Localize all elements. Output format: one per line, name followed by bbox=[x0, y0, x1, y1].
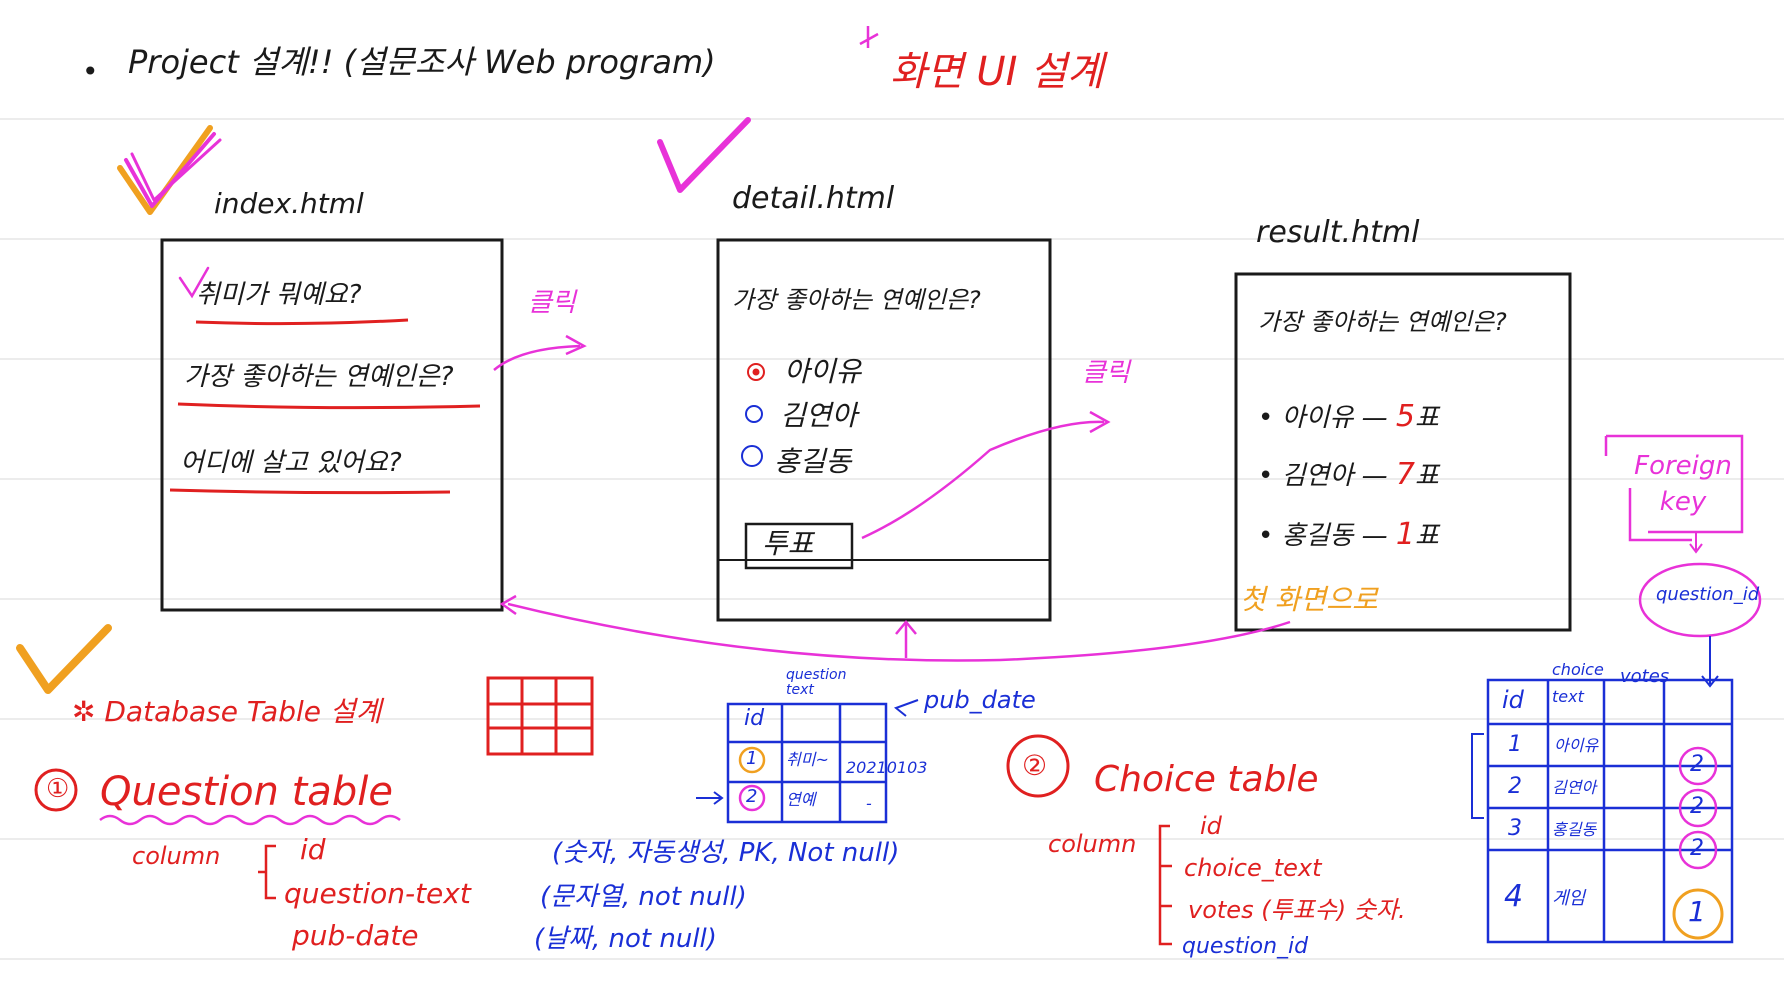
result-name: 아이유 bbox=[1281, 403, 1354, 433]
qsketch-header-date: pub_date bbox=[924, 686, 1036, 714]
choice-table-title: Choice table bbox=[1094, 759, 1319, 800]
result-dash: — bbox=[1361, 403, 1388, 433]
radio-empty-icon bbox=[745, 405, 763, 423]
check-icon-index-item bbox=[178, 266, 210, 299]
result-dash: — bbox=[1361, 521, 1388, 551]
question-table-number: ① bbox=[46, 774, 70, 804]
result-count: 7 bbox=[1395, 457, 1415, 492]
header-bullet: • bbox=[82, 55, 99, 88]
csketch-row4-qid: 1 bbox=[1688, 895, 1706, 928]
result-count: 5 bbox=[1395, 399, 1415, 434]
qsketch-row1-date: 20210103 bbox=[846, 758, 928, 777]
index-screen-frame bbox=[160, 238, 504, 612]
qsketch-row1-id: 1 bbox=[746, 748, 758, 769]
result-count: 1 bbox=[1395, 517, 1415, 552]
index-click-label: 클릭 bbox=[528, 288, 576, 318]
foreign-key-label: Foreign key bbox=[1634, 451, 1732, 518]
ccol-id: id bbox=[1200, 812, 1222, 840]
check-icon-database bbox=[16, 624, 112, 694]
index-item-residence[interactable]: 어디에 살고 있어요? bbox=[180, 448, 402, 478]
back-to-first-link[interactable]: 첫 화면으로 bbox=[1240, 583, 1378, 616]
qsketch-row2-text: 연예 bbox=[786, 790, 816, 809]
detail-question: 가장 좋아하는 연예인은? bbox=[732, 286, 981, 314]
csketch-row3-id: 3 bbox=[1508, 816, 1522, 841]
qsketch-header-text: question text bbox=[786, 667, 847, 699]
ccol-choice-text: choice_text bbox=[1184, 854, 1322, 882]
vote-button-frame bbox=[744, 522, 854, 570]
choice-table-grid bbox=[1486, 678, 1734, 944]
qsketch-row2-id: 2 bbox=[746, 786, 758, 807]
question-column-label: column bbox=[132, 842, 221, 870]
qcol-pub-date: pub-date bbox=[292, 919, 419, 952]
qcol-pub-date-desc: (날짜, not null) bbox=[534, 924, 717, 954]
csketch-row1-id: 1 bbox=[1508, 732, 1522, 757]
check-icon-index bbox=[117, 125, 222, 215]
radio-selected-icon bbox=[747, 363, 765, 381]
csketch-header-id: id bbox=[1502, 686, 1524, 714]
result-question: 가장 좋아하는 연예인은? bbox=[1258, 308, 1507, 336]
qcol-question-text-desc: (문자열, not null) bbox=[540, 882, 747, 912]
result-unit: 표 bbox=[1415, 461, 1439, 491]
qsketch-header-id: id bbox=[744, 706, 765, 731]
result-screen-frame bbox=[1234, 272, 1572, 632]
detail-filename: detail.html bbox=[732, 181, 895, 216]
qsketch-row1-text: 취미~ bbox=[786, 750, 829, 769]
csketch-row2-qid: 2 bbox=[1690, 794, 1704, 819]
csketch-row4-text: 게임 bbox=[1552, 888, 1586, 909]
qcol-question-text: question-text bbox=[284, 877, 471, 910]
csketch-row2-id: 2 bbox=[1508, 774, 1522, 799]
vote-button[interactable]: 투표 bbox=[762, 527, 814, 560]
fk-column-label: question_id bbox=[1656, 584, 1760, 605]
project-title: Project 설계!! (설문조사 Web program) bbox=[128, 43, 716, 81]
question-table-title: Question table bbox=[100, 769, 393, 815]
star-icon: ✲ bbox=[72, 695, 105, 728]
detail-option-kim[interactable]: 김연아 bbox=[780, 399, 858, 432]
ccol-question-id: question_id bbox=[1182, 934, 1309, 959]
detail-click-label: 클릭 bbox=[1082, 358, 1130, 388]
question-table-grid bbox=[726, 702, 888, 824]
result-row-kim: • 김연아 — 7표 bbox=[1258, 457, 1439, 492]
result-unit: 표 bbox=[1415, 521, 1439, 551]
result-name: 김연아 bbox=[1281, 461, 1354, 491]
screen-ui-title: 화면 UI 설계 bbox=[890, 49, 1104, 95]
result-row-iu: • 아이유 — 5표 bbox=[1258, 399, 1439, 434]
database-title: ✲ Database Table 설계 bbox=[72, 695, 382, 728]
result-dash: — bbox=[1361, 461, 1388, 491]
radio-empty-icon bbox=[741, 445, 763, 467]
csketch-row1-qid: 2 bbox=[1690, 752, 1704, 777]
check-icon-detail bbox=[657, 117, 751, 193]
table-grid-icon bbox=[486, 676, 594, 756]
csketch-row4-id: 4 bbox=[1504, 879, 1524, 914]
csketch-row2-text: 김연아 bbox=[1552, 778, 1597, 797]
qcol-id: id bbox=[300, 833, 326, 866]
choice-column-label: column bbox=[1048, 830, 1137, 858]
index-filename: index.html bbox=[214, 187, 364, 220]
csketch-header-votes: votes bbox=[1620, 666, 1670, 687]
csketch-row3-qid: 2 bbox=[1690, 836, 1704, 861]
csketch-row3-text: 홍길동 bbox=[1552, 820, 1597, 839]
result-unit: 표 bbox=[1415, 403, 1439, 433]
result-name: 홍길동 bbox=[1281, 521, 1354, 551]
csketch-header-text: choice text bbox=[1552, 660, 1604, 707]
result-filename: result.html bbox=[1256, 215, 1420, 250]
result-row-hong: • 홍길동 — 1표 bbox=[1258, 517, 1439, 552]
detail-option-hong[interactable]: 홍길동 bbox=[774, 445, 852, 478]
ccol-votes: votes (투표수) 숫자. bbox=[1188, 896, 1406, 924]
index-item-celebrity[interactable]: 가장 좋아하는 연예인은? bbox=[184, 362, 454, 392]
qcol-id-desc: (숫자, 자동생성, PK, Not null) bbox=[552, 838, 900, 868]
choice-table-number: ② bbox=[1022, 749, 1048, 782]
csketch-row1-text: 아이유 bbox=[1554, 736, 1599, 755]
detail-option-iu[interactable]: 아이유 bbox=[784, 355, 862, 388]
qsketch-row2-date: - bbox=[866, 794, 872, 813]
index-item-hobby[interactable]: 취미가 뭐예요? bbox=[196, 280, 362, 310]
